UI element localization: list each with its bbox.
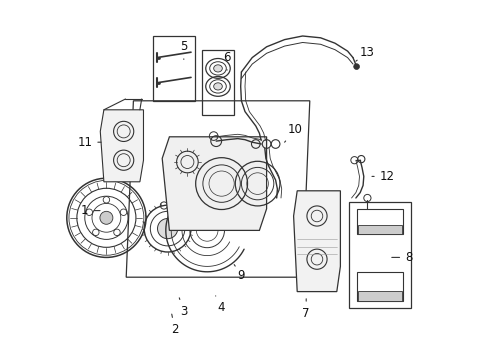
Text: 8: 8 (392, 251, 413, 264)
Text: 12: 12 (372, 170, 395, 183)
Polygon shape (358, 225, 402, 234)
Polygon shape (294, 191, 341, 292)
Text: 6: 6 (223, 51, 231, 70)
Text: 13: 13 (356, 46, 375, 61)
Text: 4: 4 (216, 296, 225, 314)
Circle shape (354, 64, 360, 69)
Circle shape (157, 219, 178, 239)
Circle shape (100, 211, 113, 224)
Text: 11: 11 (77, 136, 101, 149)
Polygon shape (162, 137, 267, 230)
Ellipse shape (214, 83, 222, 90)
Text: 7: 7 (302, 299, 310, 320)
Polygon shape (100, 110, 144, 182)
Text: 2: 2 (171, 314, 178, 336)
Text: 5: 5 (180, 40, 188, 59)
Text: 1: 1 (81, 204, 100, 217)
Polygon shape (358, 291, 402, 301)
Text: 9: 9 (234, 265, 245, 282)
Ellipse shape (214, 65, 222, 72)
Text: 10: 10 (285, 123, 303, 142)
Text: 3: 3 (179, 298, 188, 318)
